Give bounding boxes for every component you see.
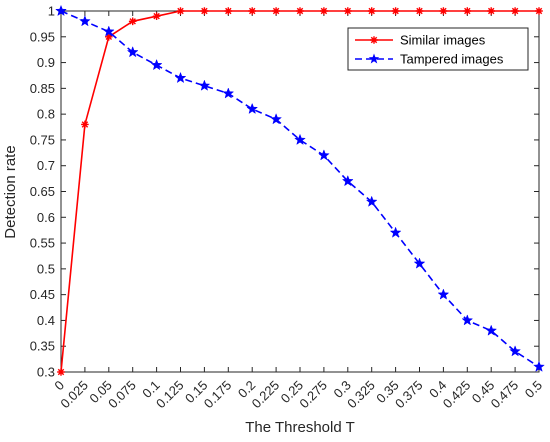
data-point <box>437 288 450 300</box>
data-point <box>317 149 330 161</box>
data-point <box>176 7 185 15</box>
data-point <box>198 79 211 91</box>
y-tick-label: 0.8 <box>37 107 55 122</box>
data-point <box>57 368 65 376</box>
y-tick-label: 0.55 <box>30 236 55 251</box>
y-tick-label: 0.5 <box>37 261 55 276</box>
series-line-2 <box>60 10 540 368</box>
data-point <box>439 7 448 15</box>
data-point <box>341 174 354 187</box>
x-axis-label: The Threshold T <box>245 419 355 436</box>
data-point <box>174 71 187 84</box>
legend-marker <box>368 53 380 64</box>
x-tick-label: 0.425 <box>440 378 474 412</box>
y-axis-label: Detection rate <box>2 145 19 238</box>
y-tick-label: 0.35 <box>30 339 55 354</box>
y-tick-label: 0.85 <box>30 81 55 96</box>
y-tick-label: 0.75 <box>30 132 55 147</box>
data-point <box>509 345 522 357</box>
legend-marker <box>370 36 378 44</box>
x-tick-label: 0.5 <box>522 378 545 401</box>
data-point <box>367 7 376 15</box>
y-tick-label: 0.45 <box>30 287 55 302</box>
data-point <box>296 7 304 15</box>
legend <box>347 27 529 71</box>
x-tick-label: 0.225 <box>249 378 283 412</box>
data-point <box>152 12 161 20</box>
y-tick-label: 1 <box>48 4 55 19</box>
data-point <box>128 17 137 26</box>
data-point <box>389 226 402 238</box>
x-tick-label: 0.475 <box>488 378 522 412</box>
data-point <box>224 7 233 15</box>
data-point <box>272 7 280 15</box>
data-point <box>461 314 474 326</box>
y-tick-label: 0.4 <box>37 313 55 328</box>
data-point <box>78 15 91 27</box>
x-tick-label: 0.325 <box>344 378 378 412</box>
data-point <box>485 324 498 336</box>
data-point <box>415 7 424 15</box>
data-point <box>150 58 163 71</box>
data-point <box>200 7 209 15</box>
data-point <box>294 133 306 145</box>
y-tick-label: 0.9 <box>37 55 55 70</box>
x-tick-label: 0.025 <box>57 378 91 412</box>
legend-label: Similar images <box>400 33 486 48</box>
data-point <box>246 102 259 115</box>
x-tick-label: 0.375 <box>392 378 426 412</box>
data-point <box>535 7 543 15</box>
data-point <box>270 113 283 125</box>
data-point <box>102 25 115 37</box>
data-point <box>55 4 67 17</box>
y-tick-label: 0.3 <box>37 365 55 380</box>
data-point <box>391 7 400 15</box>
y-tick-label: 0.7 <box>37 158 55 173</box>
data-point <box>222 87 235 99</box>
data-point <box>463 7 472 15</box>
data-point <box>81 120 89 129</box>
x-tick-label: 0.175 <box>201 378 235 412</box>
y-tick-label: 0.95 <box>30 29 55 44</box>
plot-area: 0.3 0.35 0.4 0.45 0.5 0.55 0.6 0.65 0.7 0.75 0.8 0.… <box>30 4 545 412</box>
data-point <box>365 195 378 207</box>
data-point <box>511 7 519 15</box>
legend-label: Tampered images <box>400 52 504 67</box>
data-point <box>105 32 113 41</box>
data-point <box>533 360 545 372</box>
data-point <box>320 7 328 15</box>
data-point <box>344 7 352 15</box>
x-tick-label: 0.275 <box>296 378 330 412</box>
data-point <box>487 7 495 15</box>
data-point <box>248 7 256 15</box>
x-tick-label: 0 <box>51 378 67 394</box>
y-tick-label: 0.6 <box>37 210 55 225</box>
x-tick-label: 0.125 <box>153 378 187 412</box>
data-point <box>413 257 426 269</box>
y-tick-label: 0.65 <box>30 184 55 199</box>
data-point <box>126 46 139 58</box>
x-tick-label: 0.075 <box>105 378 139 412</box>
